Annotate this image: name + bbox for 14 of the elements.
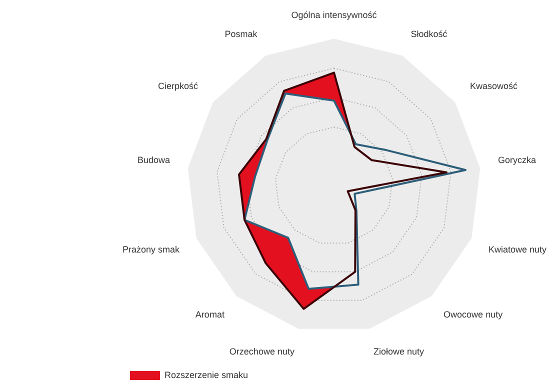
- spoke-label: Goryczka: [498, 155, 536, 166]
- spoke-label: Orzechowe nuty: [229, 346, 295, 356]
- spoke-label: Posmak: [224, 28, 258, 39]
- spoke-label: Kwasowość: [470, 81, 518, 92]
- spoke-label: Słodkość: [410, 28, 448, 39]
- spoke-label: Aromat: [195, 310, 225, 320]
- spoke-label: Owocowe nuty: [444, 310, 504, 320]
- spoke-label: Prażony smak: [122, 244, 180, 254]
- spoke-label: Cierpkość: [158, 81, 199, 92]
- spoke-label: Ziołowe nuty: [374, 346, 425, 356]
- spoke-label: Kwiatowe nuty: [488, 244, 547, 254]
- legend-label: Rozszerzenie smaku: [164, 370, 248, 380]
- spoke-label: Ogólna intensywność: [291, 10, 378, 20]
- spoke-label: Budowa: [137, 155, 170, 166]
